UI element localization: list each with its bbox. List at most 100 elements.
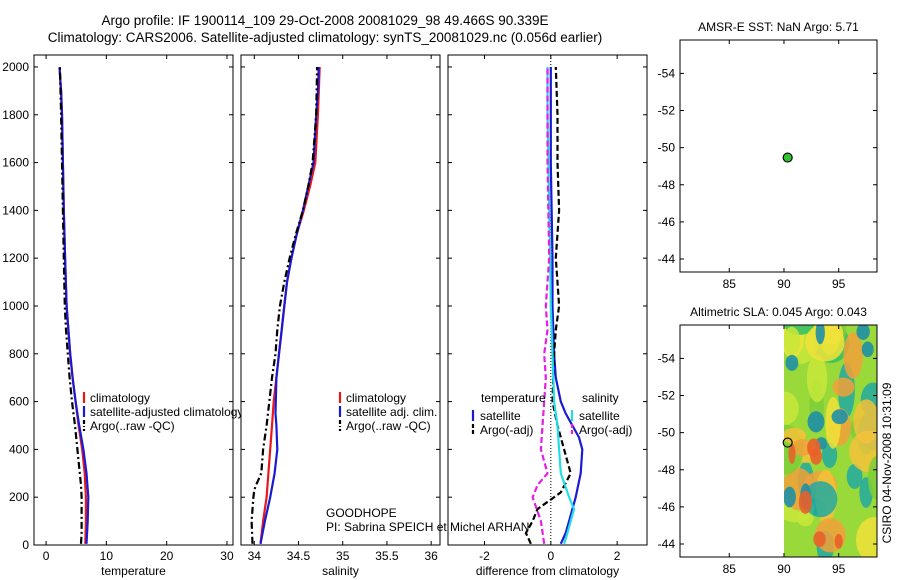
plot-frame: [240, 54, 441, 546]
x-tick-label: 20: [160, 549, 174, 563]
x-tick-label: -2: [479, 549, 490, 563]
heatmap-cell: [796, 508, 814, 527]
heatmap-cell: [820, 325, 844, 345]
x-tick-label: 0: [547, 549, 554, 563]
series-argo-raw-qc-: [58, 66, 83, 544]
heatmap-cell: [798, 490, 812, 514]
axes-temperature: 0 10 20 30 0 200 400 600 800 1000 1200 1400 1600 1800…: [2, 54, 234, 578]
legend-header: salinity: [582, 391, 619, 405]
heatmap-cell: [807, 438, 821, 458]
x-tick-label: 34.5: [287, 549, 311, 563]
legend-label: Argo(-adj): [480, 423, 533, 437]
footer-goodhope: GOODHOPE: [326, 506, 397, 520]
figure-title-line-2: Climatology: CARS2006. Satellite-adjuste…: [47, 30, 603, 45]
x-tick-label: 35.5: [375, 549, 399, 563]
map-frame: [679, 39, 878, 273]
x-tick-label: 34: [248, 549, 262, 563]
heatmap-cell: [807, 411, 825, 433]
y-tick-label: -46: [658, 500, 676, 514]
sla-heatmap: [783, 325, 878, 557]
heatmap-cell: [806, 354, 828, 403]
x-tick-label: 30: [220, 549, 234, 563]
map-frame: [679, 324, 878, 558]
map-title-amsre-sst-map: AMSR-E SST: NaN Argo: 5.71: [698, 20, 859, 34]
map-title-altimetric-sla-map: Altimetric SLA: 0.045 Argo: 0.043: [690, 305, 867, 319]
legend-label: Argo(-adj): [579, 423, 632, 437]
x-axis-label: difference from climatology: [476, 564, 619, 578]
x-tick-label: 36: [424, 549, 438, 563]
legend-label: Argo(..raw -QC): [90, 419, 175, 433]
y-tick-label: -50: [658, 426, 676, 440]
x-tick-label: 10: [100, 549, 114, 563]
x-tick-label: 90: [777, 562, 791, 576]
heatmap-cell: [849, 430, 878, 473]
y-tick-label: -50: [658, 141, 676, 155]
series-group-salinity: [250, 66, 321, 545]
y-tick-label: 200: [9, 490, 29, 504]
x-tick-label: 95: [832, 277, 846, 291]
x-tick-label: 95: [832, 562, 846, 576]
legend-label: Argo(..raw -QC): [346, 419, 431, 433]
series-argo-raw-qc-: [250, 66, 319, 544]
side-stamp: CSIRO 04-Nov-2008 10:31:09: [880, 382, 894, 543]
argo-location-marker: [782, 152, 793, 163]
y-tick-label: -48: [658, 178, 676, 192]
legend-label: satellite-adjusted climatology: [90, 405, 243, 419]
legend-difference: temperaturesatelliteArgo(-adj)salinitysa…: [471, 391, 632, 437]
x-tick-label: 90: [777, 277, 791, 291]
y-tick-label: -54: [658, 66, 676, 80]
y-tick-label: 2000: [2, 60, 29, 74]
y-tick-label: 1000: [2, 299, 29, 313]
legend-label: satellite adj. clim.: [346, 405, 437, 419]
x-tick-label: 85: [723, 277, 737, 291]
y-tick-label: -48: [658, 463, 676, 477]
y-tick-label: -54: [658, 351, 676, 365]
y-tick-label: 0: [22, 538, 29, 552]
x-tick-label: 0: [43, 549, 50, 563]
legend-label: satellite: [480, 409, 521, 423]
y-tick-label: 800: [9, 347, 29, 361]
y-tick-label: -44: [658, 252, 676, 266]
heatmap-cell: [861, 341, 874, 358]
heatmap-cell: [856, 517, 878, 557]
series-satellite-adj-clim-: [259, 66, 320, 545]
heatmap-cell: [803, 481, 838, 518]
heatmap-cell: [831, 409, 848, 425]
heatmap-cell: [834, 533, 843, 549]
series-salinity-argo-adj-: [531, 67, 551, 544]
heatmap-cell: [783, 326, 801, 355]
y-tick-label: 600: [9, 395, 29, 409]
heatmap-cell: [856, 325, 870, 340]
axes-salinity: 34 34.5 35 35.5 36 salinity: [240, 54, 441, 578]
heatmap-cell: [785, 354, 799, 371]
y-tick-label: 1200: [2, 251, 29, 265]
x-axis-label: temperature: [101, 564, 166, 578]
x-axis-label: salinity: [322, 564, 359, 578]
heatmap-cell: [815, 325, 825, 345]
legend-label: satellite: [579, 409, 620, 423]
heatmap-cell: [783, 391, 799, 426]
heatmap-cell: [846, 463, 863, 489]
series-group-temperature: [58, 66, 90, 544]
series-satellite-adjusted-climatology: [58, 66, 90, 544]
y-tick-label: 1800: [2, 108, 29, 122]
x-tick-label: 2: [614, 549, 621, 563]
y-tick-label: 1600: [2, 156, 29, 170]
heatmap-cell: [843, 332, 863, 379]
heatmap-cell: [788, 443, 796, 464]
argo-location-marker: [782, 437, 793, 448]
heatmap-cell: [867, 456, 878, 500]
y-tick-label: -52: [658, 104, 676, 118]
heatmap-cell: [832, 377, 855, 397]
heatmap-cell: [813, 531, 826, 548]
y-tick-label: -44: [658, 537, 676, 551]
map-background: [680, 40, 877, 272]
x-tick-label: 85: [723, 562, 737, 576]
heatmap-cell: [783, 486, 796, 508]
legend-label: climatology: [90, 391, 150, 405]
legend-header: temperature: [481, 391, 546, 405]
figure-title-line-1: Argo profile: IF 1900114_109 29-Oct-2008…: [101, 13, 549, 28]
